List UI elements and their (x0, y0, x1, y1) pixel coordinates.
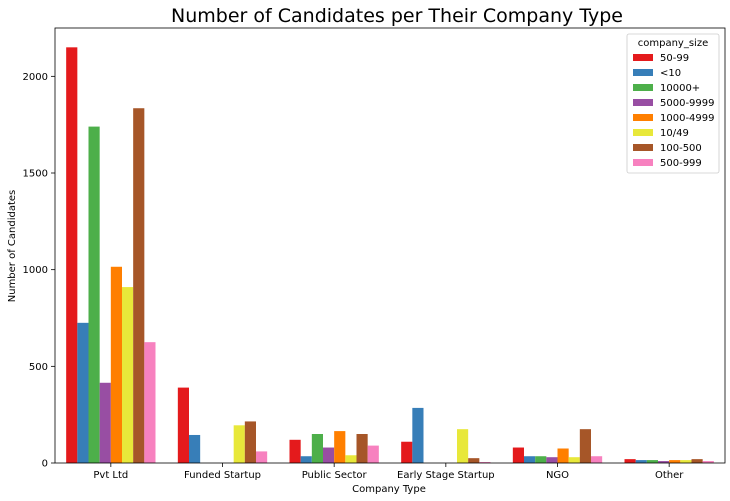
plot-frame (54, 27, 726, 464)
bar (512, 447, 524, 463)
bar (345, 455, 357, 463)
bar (334, 431, 346, 463)
bars-group (66, 47, 714, 463)
x-tick-label: Early Stage Startup (397, 470, 495, 481)
legend-swatch (633, 99, 653, 106)
legend-swatch (633, 159, 653, 166)
bar (457, 429, 469, 463)
legend-swatch (633, 69, 653, 76)
bar (133, 108, 145, 463)
bar (256, 451, 268, 463)
bar (244, 421, 256, 463)
bar (311, 434, 323, 463)
legend-entry: 1000-4999 (660, 113, 715, 124)
x-tick-label: Funded Startup (184, 470, 261, 481)
bar (401, 441, 413, 463)
chart-title: Number of Candidates per Their Company T… (171, 5, 623, 27)
bar (702, 461, 714, 463)
bar (144, 342, 156, 463)
bar (88, 126, 100, 463)
y-tick-label: 1500 (23, 169, 48, 180)
bar (591, 456, 603, 463)
bar (557, 448, 569, 463)
x-axis-label: Company Type (352, 484, 426, 495)
y-tick-label: 1000 (23, 265, 48, 276)
y-tick-label: 500 (29, 362, 48, 373)
x-tick-label: Pvt Ltd (93, 470, 128, 481)
x-tick-label: NGO (546, 470, 569, 481)
legend-swatch (633, 54, 653, 61)
legend-swatch (633, 84, 653, 91)
bar (646, 460, 658, 463)
legend-entry: 500-999 (660, 158, 702, 169)
bar (233, 425, 245, 463)
bar (680, 460, 692, 463)
y-tick-label: 2000 (23, 72, 48, 83)
bar (658, 461, 670, 463)
bar (289, 439, 301, 463)
bar (77, 322, 89, 463)
legend-title: company_size (638, 38, 708, 49)
bar (367, 445, 379, 463)
bar (635, 460, 647, 463)
bar (110, 266, 122, 463)
bar (122, 287, 134, 463)
bar (189, 434, 201, 463)
bar (323, 447, 335, 463)
bar (524, 456, 536, 463)
x-axis: Pvt Ltd Funded Startup Public Sector Early … (93, 463, 684, 481)
bar (568, 457, 580, 463)
legend-swatch (633, 129, 653, 136)
bar (535, 456, 547, 463)
bar (412, 407, 424, 463)
y-axis-label: Number of Candidates (7, 190, 18, 303)
bar (66, 47, 78, 463)
legend-entry: 10/49 (660, 128, 689, 139)
bar (546, 457, 558, 463)
legend-swatch (633, 114, 653, 121)
legend-entry: 100-500 (660, 143, 702, 154)
bar (99, 382, 111, 463)
x-tick-label: Other (655, 470, 684, 481)
legend-items: 50-99 <10 10000+ 5000-9999 1000-4999 10/49 100… (633, 53, 715, 169)
bar (468, 458, 480, 463)
legend-entry: 50-99 (660, 53, 689, 64)
bar (579, 429, 591, 463)
legend-box (626, 33, 720, 174)
bar (624, 459, 636, 463)
legend-swatch (633, 144, 653, 151)
bar (356, 434, 368, 463)
bar (300, 456, 312, 463)
y-axis: 0 500 1000 1500 2000 (23, 72, 55, 470)
bar (177, 387, 189, 463)
x-tick-label: Public Sector (302, 470, 368, 481)
legend: company_size 50-99 <10 10000+ 5000-9999 1000… (626, 33, 720, 174)
y-tick-label: 0 (42, 459, 48, 470)
legend-entry: <10 (660, 68, 681, 79)
bar (691, 459, 703, 463)
bar (669, 460, 681, 463)
legend-entry: 10000+ (660, 83, 700, 94)
bar (479, 462, 491, 463)
legend-entry: 5000-9999 (660, 98, 715, 109)
